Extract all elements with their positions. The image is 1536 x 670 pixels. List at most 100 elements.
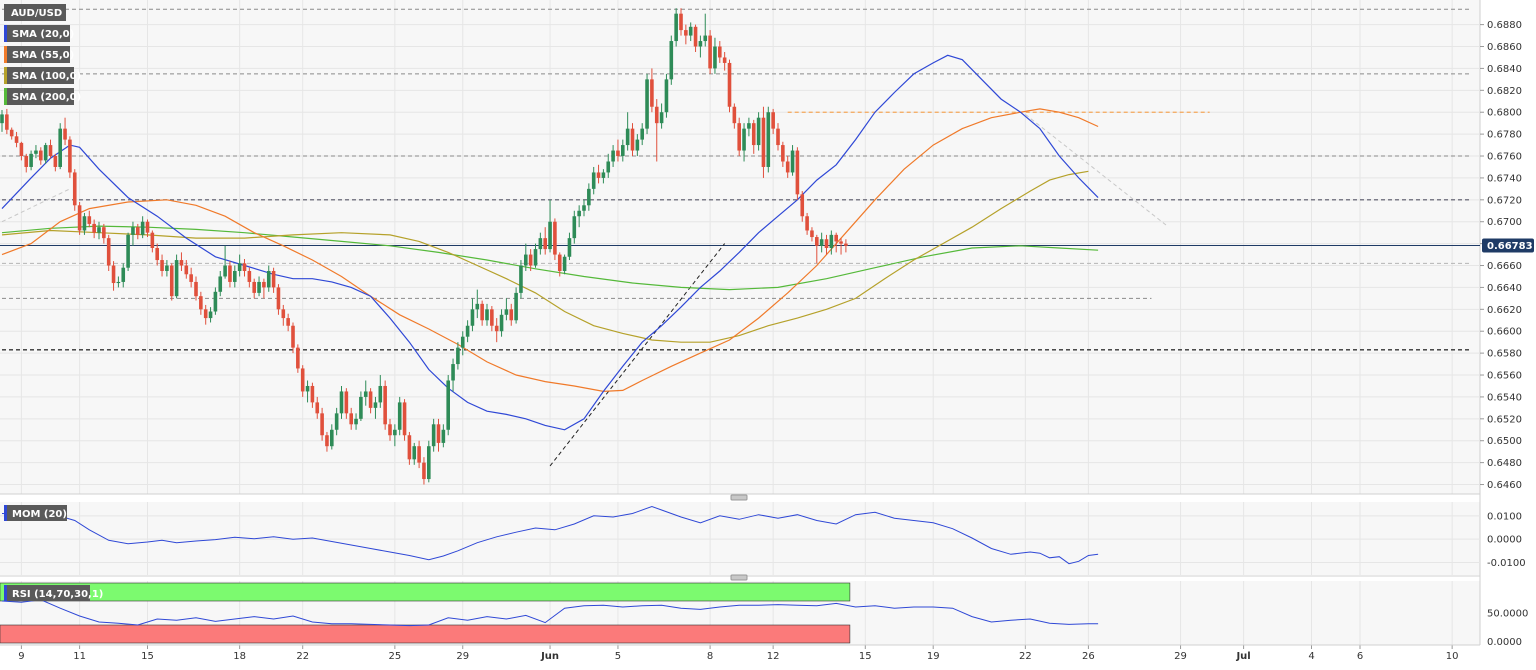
candle: [106, 234, 111, 271]
candle-body: [528, 254, 533, 266]
candle-body: [189, 274, 193, 282]
candle-body: [34, 150, 38, 154]
candle: [480, 300, 484, 326]
candle: [402, 399, 407, 441]
candle-body: [208, 311, 213, 319]
rsi-tick-label: 50.0000: [1487, 609, 1528, 620]
candle-body: [106, 238, 111, 266]
candle-body: [645, 79, 649, 129]
candle-body: [713, 46, 717, 69]
candle-body: [310, 385, 315, 403]
candle: [509, 303, 514, 326]
candle-body: [315, 402, 320, 414]
candle: [169, 263, 174, 301]
candle-body: [625, 128, 630, 146]
candle-body: [5, 114, 9, 130]
trend-line[interactable]: [1, 188, 71, 223]
x-tick-label: 9: [18, 651, 24, 662]
candle: [320, 407, 324, 441]
candle-body: [654, 106, 659, 124]
candle-body: [591, 172, 596, 189]
rsi-oversold-zone: [0, 624, 851, 644]
candle: [538, 232, 543, 255]
candle-body: [703, 35, 708, 42]
candle-body: [199, 296, 203, 310]
legend-mom-label: MOM (20): [12, 509, 67, 520]
candle-body: [383, 385, 387, 425]
candle-body: [621, 145, 625, 157]
y-tick-label: 0.6580: [1487, 349, 1522, 360]
y-tick-label: 0.6660: [1487, 261, 1522, 272]
candle-body: [126, 234, 130, 268]
candles: [0, 8, 848, 485]
candle: [9, 127, 14, 140]
candle-body: [19, 142, 24, 157]
legend-sma200[interactable]: SMA (200,0): [4, 88, 81, 105]
x-tick-label: Jul: [1235, 651, 1250, 662]
candle: [286, 313, 290, 332]
candle: [475, 289, 480, 319]
candle: [305, 380, 310, 403]
y-tick-label: 0.6820: [1487, 86, 1522, 97]
x-tick-label: 6: [1357, 651, 1363, 662]
candle: [247, 267, 252, 288]
candle: [742, 123, 746, 162]
candle: [334, 407, 339, 436]
legend-sma20[interactable]: SMA (20,0): [4, 25, 74, 42]
candle: [63, 117, 67, 146]
legend-mom[interactable]: MOM (20): [4, 505, 67, 521]
y-tick-label: 0.6780: [1487, 130, 1522, 141]
candle: [557, 252, 562, 277]
candle: [810, 227, 814, 242]
candle-body: [24, 156, 29, 167]
y-tick-label: 0.6700: [1487, 217, 1522, 228]
candle: [58, 123, 62, 170]
last-price-label: 0.66783: [1487, 241, 1533, 252]
candle: [713, 37, 717, 74]
candle: [737, 117, 741, 157]
legend-sma100[interactable]: SMA (100,0): [4, 67, 81, 84]
legend-sma55[interactable]: SMA (55,0): [4, 46, 74, 63]
candle-body: [9, 129, 14, 137]
candle: [373, 396, 378, 419]
candle-body: [776, 128, 780, 146]
rsi-line: [1, 599, 1099, 627]
x-tick-label: 5: [615, 651, 621, 662]
candle-body: [286, 318, 290, 326]
oscillators: [1, 505, 1099, 627]
candle-body: [606, 161, 611, 173]
candle-body: [533, 249, 538, 266]
symbol-tag[interactable]: [4, 4, 66, 21]
candle-body: [402, 402, 407, 436]
candle-body: [451, 364, 455, 381]
candle: [684, 24, 688, 45]
candle: [456, 342, 460, 370]
candle: [766, 106, 771, 173]
candle: [339, 385, 344, 419]
legend-rsi[interactable]: RSI (14,70,30,1): [4, 585, 103, 601]
candle: [310, 382, 315, 408]
x-tick-label: 4: [1308, 651, 1314, 662]
candle-body: [640, 128, 644, 140]
candle-body: [121, 267, 126, 282]
candle: [233, 265, 237, 288]
candle-body: [669, 41, 674, 80]
candle: [257, 276, 261, 297]
candle: [572, 210, 577, 244]
candle: [160, 254, 164, 277]
candle: [5, 108, 9, 135]
candle-body: [397, 402, 402, 430]
resize-handle[interactable]: [730, 494, 748, 501]
candle: [781, 141, 785, 167]
resize-handle[interactable]: [730, 574, 748, 581]
x-tick-label: Jun: [540, 651, 559, 662]
candle: [223, 245, 227, 279]
candle: [397, 396, 402, 436]
candle-body: [136, 227, 140, 235]
trend-line[interactable]: [1025, 114, 1167, 226]
candle: [140, 216, 145, 239]
candle: [237, 254, 242, 277]
candle-body: [650, 79, 654, 107]
trend-line[interactable]: [549, 243, 726, 467]
candle-body: [334, 413, 339, 430]
